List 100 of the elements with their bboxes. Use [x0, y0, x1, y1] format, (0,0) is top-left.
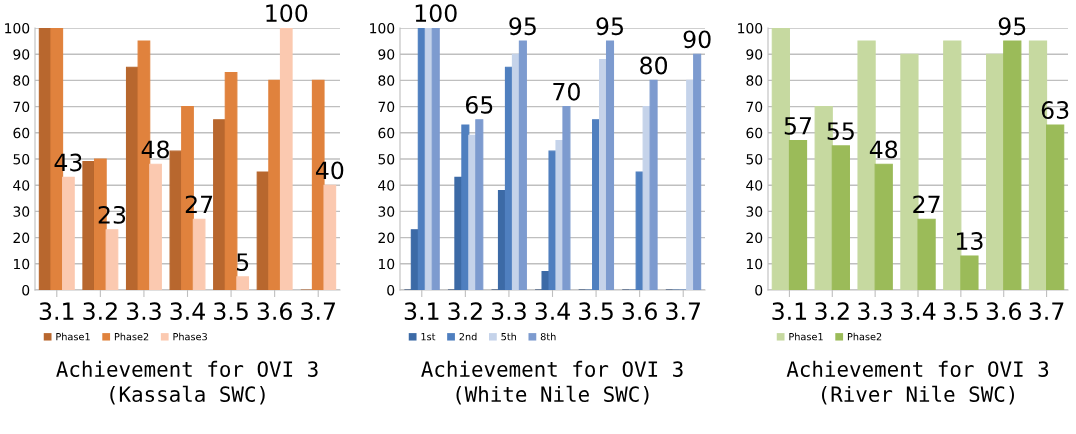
y-tick-label: 10 [378, 258, 395, 270]
legend-label: Phase2 [114, 332, 149, 341]
legend-label: 8th [540, 332, 556, 341]
bar [224, 71, 238, 290]
bar [236, 276, 250, 290]
bar [82, 161, 96, 290]
y-tick-label: 40 [378, 180, 395, 191]
y-tick-label: 40 [746, 180, 763, 191]
text: Achievement for OVI 3 (River Nile SWC) [786, 360, 1049, 405]
y-tick-label: 50 [746, 153, 763, 165]
x-tick-label: 3.1 [404, 302, 439, 321]
y-tick-label: 20 [378, 232, 395, 244]
bar [874, 163, 893, 290]
x-tick-label: 3.6 [986, 302, 1021, 321]
bar [431, 28, 440, 290]
bar [831, 145, 850, 290]
bar [105, 229, 119, 290]
bar [605, 40, 615, 290]
y-tick-label: 100 [5, 22, 30, 34]
x-tick-label: 3.2 [448, 302, 482, 321]
y-tick-label: 30 [378, 206, 395, 217]
y-tick-label: 80 [378, 75, 395, 86]
y-tick-label: 50 [378, 153, 395, 165]
bar [323, 184, 337, 290]
x-tick-label: 3.7 [1029, 302, 1064, 321]
legend-label: 1st [421, 333, 436, 341]
bar [149, 163, 162, 290]
y-tick-label: 100 [370, 22, 395, 34]
y-tick-label: 40 [13, 180, 30, 191]
bar [518, 40, 527, 290]
bar [986, 53, 1005, 290]
y-tick-label: 10 [746, 258, 763, 270]
x-tick-label: 3.6 [257, 302, 292, 321]
bar [268, 79, 282, 290]
data-label: 13 [957, 232, 983, 250]
x-tick-label: 3.7 [666, 302, 700, 321]
data-label: 90 [683, 30, 711, 49]
x-tick-label: 3.2 [83, 302, 117, 321]
x-tick-label: 3.3 [491, 302, 526, 321]
legend-label: 5th [501, 332, 516, 341]
data-label: 65 [465, 95, 493, 114]
data-label: 70 [553, 82, 580, 101]
x-tick-label: 3.1 [39, 302, 74, 321]
y-tick-label: 90 [13, 49, 30, 60]
bar [192, 218, 206, 290]
bar [62, 176, 75, 290]
y-tick-label: 20 [13, 232, 30, 244]
y-tick-label: 70 [378, 101, 395, 113]
y-tick-label: 50 [13, 153, 30, 165]
bar [649, 79, 658, 290]
bar [917, 218, 936, 290]
y-tick-label: 60 [378, 127, 395, 139]
legend-label: Phase1 [56, 332, 90, 341]
bar [169, 150, 183, 290]
bar [562, 106, 571, 290]
bar [475, 119, 484, 290]
x-tick-label: 3.5 [579, 302, 613, 321]
data-label: 100 [266, 4, 308, 23]
data-label: 100 [415, 4, 457, 23]
y-tick-label: 30 [746, 206, 763, 217]
x-tick-label: 3.2 [815, 302, 849, 321]
bar [279, 28, 293, 290]
data-label: 80 [640, 56, 668, 75]
y-tick-label: 80 [746, 75, 763, 86]
y-tick-label: 20 [746, 232, 763, 244]
x-tick-label: 3.5 [214, 302, 248, 321]
data-label: 57 [784, 117, 811, 135]
y-tick-label: 0 [22, 284, 30, 296]
bar [788, 140, 808, 290]
y-tick-label: 30 [13, 206, 30, 217]
y-tick-label: 80 [13, 75, 30, 86]
data-label: 95 [509, 17, 536, 36]
data-label: 27 [913, 195, 940, 213]
x-tick-label: 3.4 [170, 302, 205, 321]
bar [693, 53, 702, 290]
x-tick-label: 3.4 [535, 302, 570, 321]
data-label: 95 [998, 17, 1026, 36]
data-label: 5 [237, 253, 249, 271]
legend-label: Phase2 [847, 332, 882, 341]
text: Achievement for OVI 3 (Kassala SWC) [56, 360, 318, 405]
y-tick-label: 70 [746, 101, 763, 113]
data-label: 95 [596, 17, 623, 36]
x-tick-label: 3.4 [901, 302, 936, 321]
bar [213, 119, 226, 290]
y-tick-label: 90 [378, 49, 395, 60]
x-tick-label: 3.6 [622, 302, 657, 321]
y-tick-label: 60 [13, 127, 30, 139]
bar [960, 255, 979, 290]
x-tick-label: 3.3 [858, 302, 893, 321]
y-tick-label: 70 [13, 101, 30, 113]
y-tick-label: 10 [13, 258, 30, 270]
data-label: 48 [869, 140, 898, 159]
y-tick-label: 0 [755, 284, 763, 296]
x-tick-label: 3.7 [301, 302, 335, 321]
data-label: 63 [1041, 101, 1069, 119]
text: Achievement for OVI 3 (White Nile SWC) [421, 360, 683, 405]
bar [1003, 40, 1022, 290]
legend-label: 2nd [459, 332, 477, 341]
bar [1046, 124, 1065, 290]
y-tick-label: 0 [387, 284, 395, 296]
